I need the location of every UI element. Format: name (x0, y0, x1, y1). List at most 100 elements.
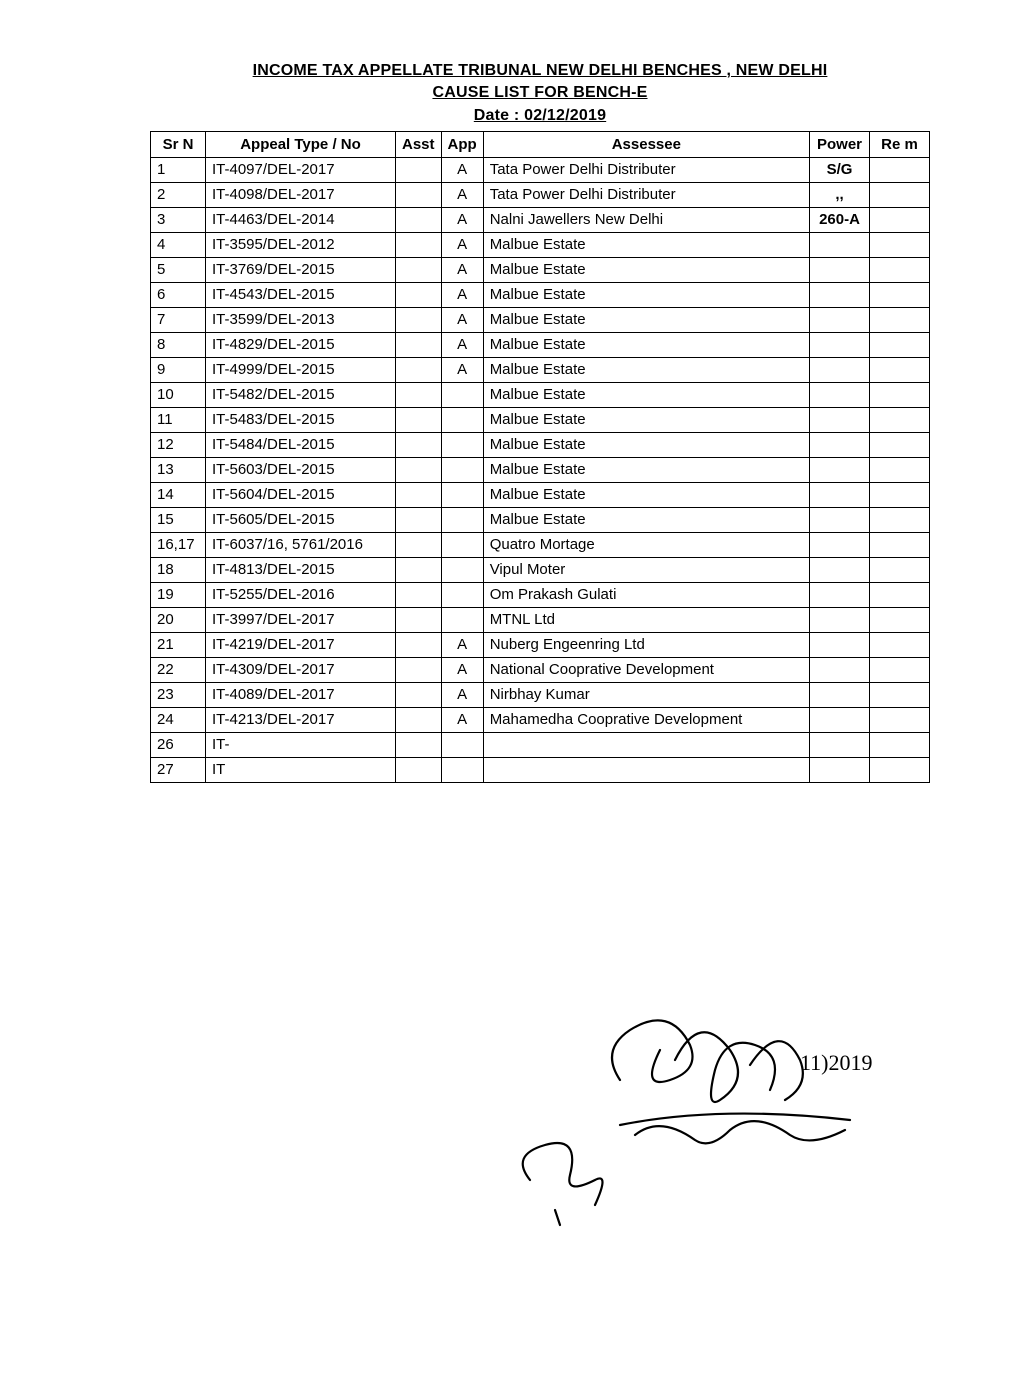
cell-app: A (441, 308, 483, 333)
table-row: 4IT-3595/DEL-2012AMalbue Estate (151, 233, 930, 258)
cell-appeal: IT-4213/DEL-2017 (206, 708, 396, 733)
cell-app (441, 383, 483, 408)
cell-rem (870, 583, 930, 608)
cell-power: 260-A (810, 208, 870, 233)
cell-power (810, 258, 870, 283)
cell-assessee: Malbue Estate (483, 458, 809, 483)
cell-appeal: IT-4219/DEL-2017 (206, 633, 396, 658)
cell-app: A (441, 158, 483, 183)
cell-assessee: Tata Power Delhi Distributer (483, 158, 809, 183)
cell-appeal: IT-4829/DEL-2015 (206, 333, 396, 358)
table-body: 1IT-4097/DEL-2017ATata Power Delhi Distr… (151, 158, 930, 783)
cell-sr: 6 (151, 283, 206, 308)
cell-assessee: Malbue Estate (483, 433, 809, 458)
cell-asst (396, 308, 442, 333)
cell-assessee: Malbue Estate (483, 283, 809, 308)
table-row: 15IT-5605/DEL-2015Malbue Estate (151, 508, 930, 533)
cell-asst (396, 458, 442, 483)
cell-rem (870, 633, 930, 658)
cell-sr: 7 (151, 308, 206, 333)
table-row: 26IT- (151, 733, 930, 758)
cell-power: S/G (810, 158, 870, 183)
cell-assessee: Vipul Moter (483, 558, 809, 583)
cell-rem (870, 258, 930, 283)
cause-list-table: Sr N Appeal Type / No Asst App Assessee … (150, 131, 930, 783)
document-header: INCOME TAX APPELLATE TRIBUNAL NEW DELHI … (150, 60, 930, 127)
cell-app (441, 458, 483, 483)
table-row: 21IT-4219/DEL-2017ANuberg Engeenring Ltd (151, 633, 930, 658)
cell-app (441, 583, 483, 608)
cell-appeal: IT-5604/DEL-2015 (206, 483, 396, 508)
cell-asst (396, 158, 442, 183)
table-row: 3IT-4463/DEL-2014ANalni Jawellers New De… (151, 208, 930, 233)
cell-asst (396, 358, 442, 383)
cell-asst (396, 583, 442, 608)
cell-appeal: IT-3595/DEL-2012 (206, 233, 396, 258)
cell-asst (396, 683, 442, 708)
table-row: 22IT-4309/DEL-2017ANational Cooprative D… (151, 658, 930, 683)
cell-appeal: IT-5255/DEL-2016 (206, 583, 396, 608)
cell-sr: 23 (151, 683, 206, 708)
cell-app (441, 558, 483, 583)
title-line-2: CAUSE LIST FOR BENCH-E (150, 82, 930, 104)
table-row: 10IT-5482/DEL-2015 Malbue Estate (151, 383, 930, 408)
table-row: 7IT-3599/DEL-2013AMalbue Estate (151, 308, 930, 333)
cell-appeal: IT-4543/DEL-2015 (206, 283, 396, 308)
cell-sr: 8 (151, 333, 206, 358)
cell-power (810, 558, 870, 583)
cell-app: A (441, 633, 483, 658)
svg-text:11)2019: 11)2019 (800, 1050, 873, 1075)
cell-power (810, 633, 870, 658)
cell-power (810, 283, 870, 308)
cell-appeal: IT-5603/DEL-2015 (206, 458, 396, 483)
table-row: 18IT-4813/DEL-2015Vipul Moter (151, 558, 930, 583)
col-header-power: Power (810, 132, 870, 158)
cell-rem (870, 683, 930, 708)
cell-app: A (441, 183, 483, 208)
cell-rem (870, 308, 930, 333)
table-row: 9IT-4999/DEL-2015AMalbue Estate (151, 358, 930, 383)
cell-app: A (441, 333, 483, 358)
cell-sr: 4 (151, 233, 206, 258)
table-row: 12IT-5484/DEL-2015Malbue Estate (151, 433, 930, 458)
cell-sr: 22 (151, 658, 206, 683)
cell-assessee: National Cooprative Development (483, 658, 809, 683)
cell-sr: 10 (151, 383, 206, 408)
cell-assessee: Om Prakash Gulati (483, 583, 809, 608)
cell-power (810, 583, 870, 608)
cell-appeal: IT- (206, 733, 396, 758)
cell-asst (396, 608, 442, 633)
title-line-3: Date : 02/12/2019 (150, 105, 930, 127)
cell-sr: 2 (151, 183, 206, 208)
cell-rem (870, 458, 930, 483)
cell-assessee: Malbue Estate (483, 383, 809, 408)
cell-app (441, 758, 483, 783)
cell-assessee: Malbue Estate (483, 233, 809, 258)
cell-rem (870, 533, 930, 558)
cell-appeal: IT-4097/DEL-2017 (206, 158, 396, 183)
cell-appeal: IT-4463/DEL-2014 (206, 208, 396, 233)
cell-power (810, 658, 870, 683)
cell-sr: 16,17 (151, 533, 206, 558)
cell-sr: 27 (151, 758, 206, 783)
cell-sr: 18 (151, 558, 206, 583)
cell-asst (396, 708, 442, 733)
cell-sr: 20 (151, 608, 206, 633)
cell-asst (396, 633, 442, 658)
table-row: 19IT-5255/DEL-2016Om Prakash Gulati (151, 583, 930, 608)
cell-assessee: Quatro Mortage (483, 533, 809, 558)
cell-power (810, 383, 870, 408)
cell-rem (870, 183, 930, 208)
cell-appeal: IT-5482/DEL-2015 (206, 383, 396, 408)
signature-svg: 11)2019 (500, 950, 920, 1250)
cell-app (441, 508, 483, 533)
cell-asst (396, 208, 442, 233)
cell-asst (396, 658, 442, 683)
cell-assessee: Malbue Estate (483, 308, 809, 333)
cell-asst (396, 533, 442, 558)
cell-sr: 9 (151, 358, 206, 383)
title-line-1: INCOME TAX APPELLATE TRIBUNAL NEW DELHI … (150, 60, 930, 82)
cell-rem (870, 408, 930, 433)
cell-appeal: IT-5483/DEL-2015 (206, 408, 396, 433)
cell-rem (870, 658, 930, 683)
